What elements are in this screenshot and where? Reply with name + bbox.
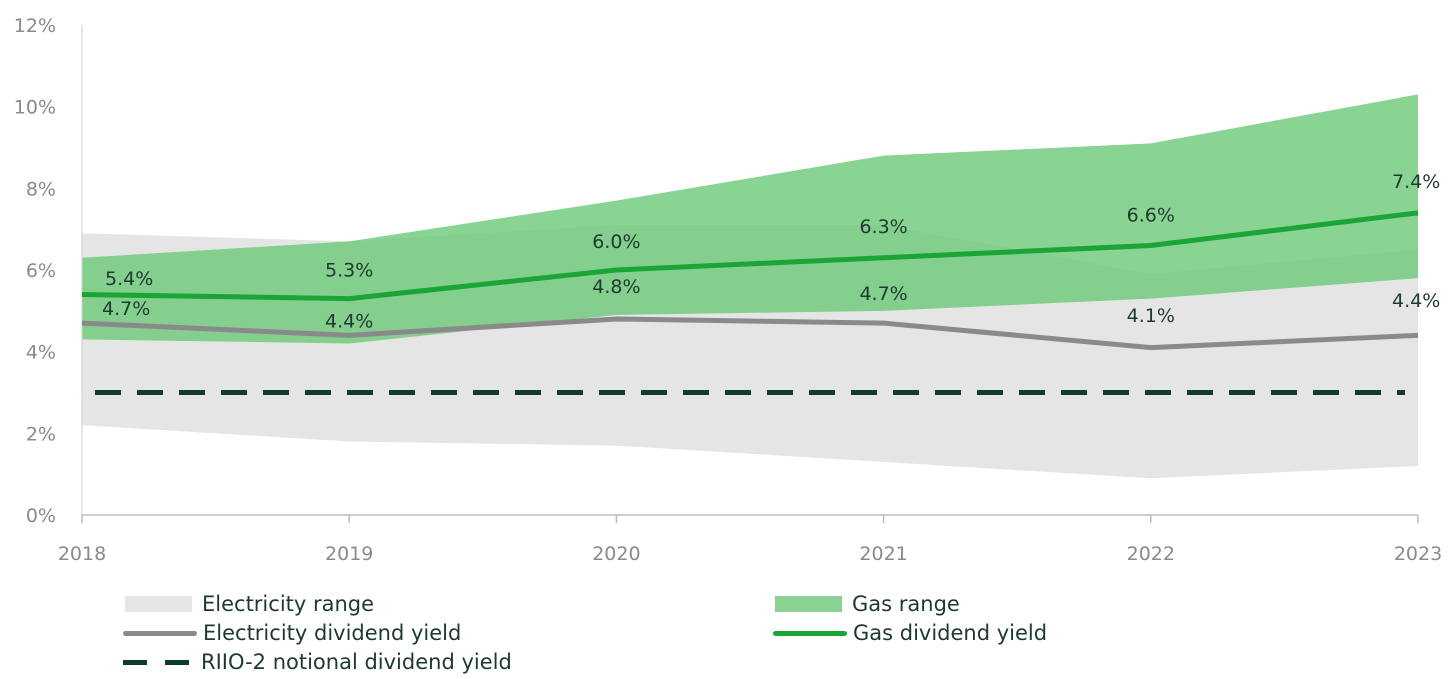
y-tick-label: 8% — [26, 178, 56, 200]
y-tick-label: 6% — [26, 260, 56, 282]
gas-yield-data-label: 6.3% — [859, 216, 907, 238]
electricity-yield-data-label: 4.8% — [592, 276, 640, 298]
legend-item-gas-range: Gas range — [775, 589, 960, 619]
gas-yield-line — [81, 210, 1419, 302]
x-tick-label: 2019 — [325, 543, 373, 565]
electricity-yield-data-label: 4.7% — [102, 298, 150, 320]
axes: 0% 2% 4% 6% 8% 10% 12% 2018 2019 2020 2021 2022 2023 — [14, 15, 1442, 565]
gas-yield-data-label: 6.6% — [1127, 205, 1175, 227]
x-tick-label: 2023 — [1394, 543, 1442, 565]
legend-label-riio-yield: RIIO-2 notional dividend yield — [201, 650, 512, 674]
electricity-range-swatch — [125, 596, 192, 612]
electricity-yield-swatch — [123, 630, 197, 636]
y-tick-label: 4% — [26, 342, 56, 364]
legend-item-riio-yield: RIIO-2 notional dividend yield — [123, 647, 512, 677]
range-areas — [82, 94, 1418, 479]
x-tick-label: 2018 — [58, 543, 106, 565]
electricity-yield-data-label: 4.4% — [325, 310, 373, 332]
gas-yield-swatch — [773, 630, 847, 636]
x-tick-label: 2021 — [859, 543, 907, 565]
y-tick-label: 2% — [26, 423, 56, 445]
series-lines — [81, 210, 1419, 395]
riio-yield-swatch — [123, 659, 191, 665]
gas-range-swatch — [775, 596, 842, 612]
x-tick-label: 2020 — [592, 543, 640, 565]
legend: Electricity range Gas range Electricity … — [0, 586, 1449, 679]
gas-range-area — [82, 94, 1418, 344]
gas-yield-data-label: 5.4% — [105, 268, 153, 290]
electricity-yield-line — [81, 316, 1419, 351]
electricity-yield-data-label: 4.1% — [1127, 305, 1175, 327]
y-tick-label: 10% — [14, 97, 56, 119]
legend-label-electricity-yield: Electricity dividend yield — [203, 621, 462, 645]
gas-yield-data-label: 5.3% — [325, 260, 373, 282]
legend-item-gas-yield: Gas dividend yield — [773, 618, 1047, 648]
y-tick-label: 0% — [26, 505, 56, 527]
data-labels: 4.7% 4.4% 4.8% 4.7% 4.1% 4.4% 5.4% 5.3% 6.0% 6.3%… — [102, 171, 1440, 332]
electricity-yield-data-label: 4.7% — [859, 283, 907, 305]
gas-yield-data-label: 7.4% — [1392, 171, 1440, 193]
legend-label-gas-yield: Gas dividend yield — [853, 621, 1048, 645]
gas-yield-data-label: 6.0% — [592, 231, 640, 253]
dividend-yield-chart: 0% 2% 4% 6% 8% 10% 12% 2018 2019 2020 2021 2022 2023… — [14, 15, 1442, 565]
y-tick-label: 12% — [14, 15, 56, 37]
legend-item-electricity-range: Electricity range — [125, 589, 374, 619]
legend-label-electricity-range: Electricity range — [202, 592, 375, 616]
electricity-yield-data-label: 4.4% — [1392, 290, 1440, 312]
legend-item-electricity-yield: Electricity dividend yield — [123, 618, 461, 648]
x-tick-label: 2022 — [1127, 543, 1175, 565]
legend-label-gas-range: Gas range — [852, 592, 960, 616]
